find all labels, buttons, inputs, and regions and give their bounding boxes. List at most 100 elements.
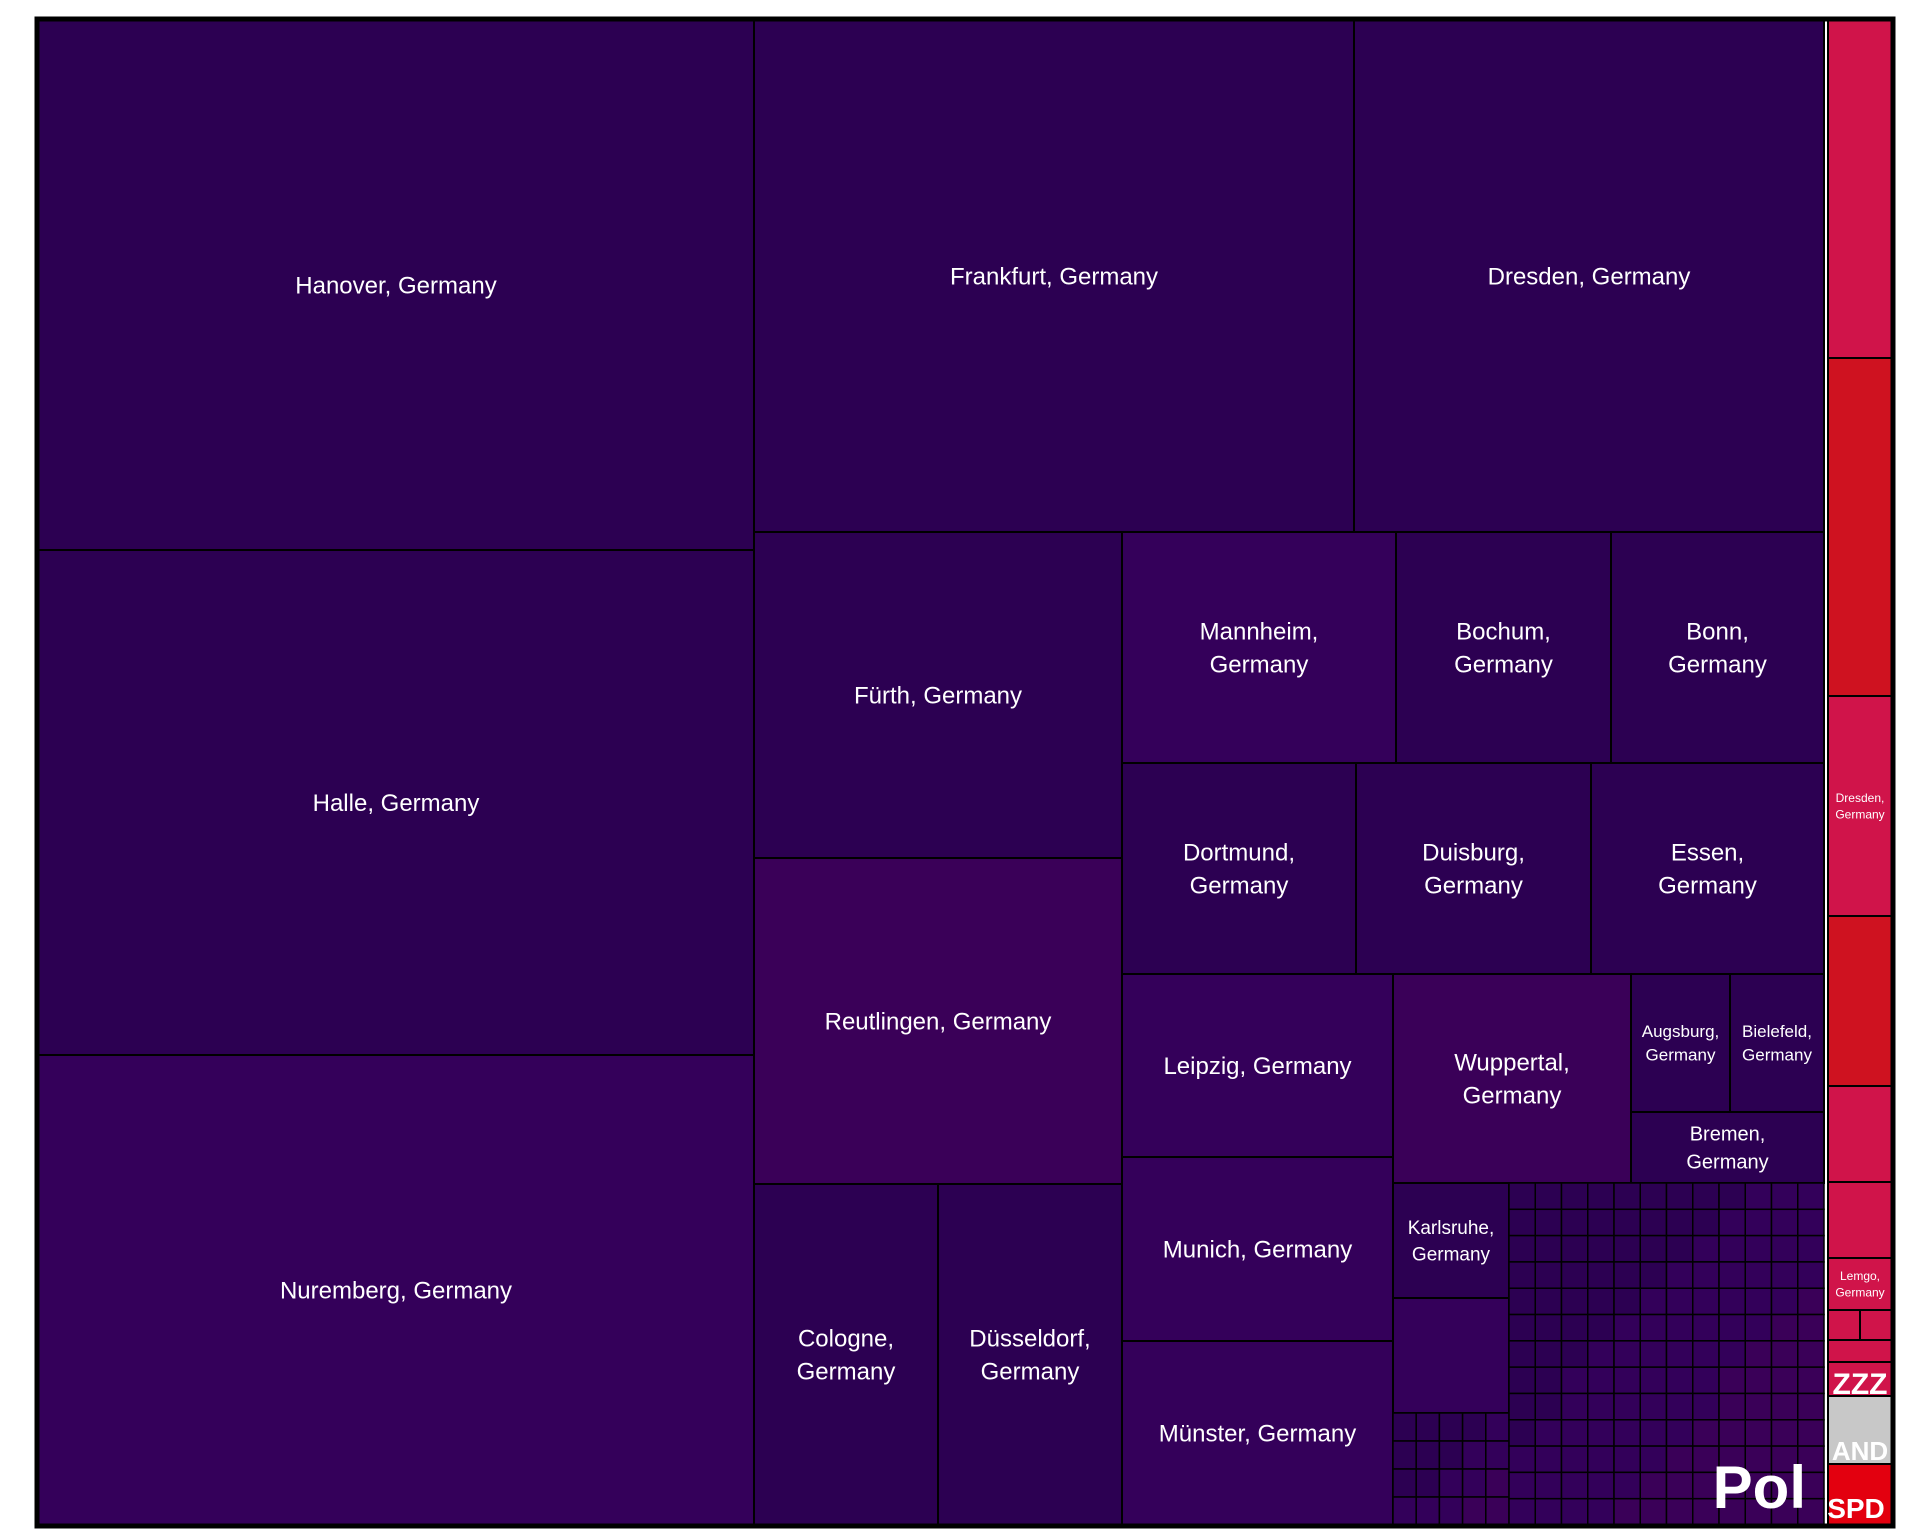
treemap-labels: Hanover, Germany Halle, Germany Nuremberg,… [280, 263, 1885, 1447]
treemap-cell-small [1718, 1287, 1746, 1316]
treemap-cell-small [1639, 1419, 1668, 1447]
treemap-cell-small [1692, 1497, 1720, 1526]
treemap-cell-zzz [1827, 1339, 1893, 1363]
treemap-label-dusseldorf-germany: Düsseldorf, Germany [969, 1325, 1090, 1385]
treemap-cell-small [1744, 1208, 1773, 1237]
party-label-pol: Pol [1713, 1454, 1806, 1521]
treemap-cell-small [1613, 1366, 1641, 1395]
treemap-cell-small [1534, 1497, 1563, 1526]
treemap-cell-small [1639, 1313, 1668, 1342]
treemap-cell-small [1508, 1313, 1536, 1342]
treemap-cell-small [1587, 1471, 1615, 1500]
treemap-cell-small [1797, 1497, 1825, 1526]
treemap-cell-small [1534, 1287, 1563, 1316]
treemap-cell-small [1665, 1366, 1694, 1395]
treemap-cell-small [1665, 1287, 1694, 1316]
treemap-cell-small [1415, 1496, 1441, 1526]
treemap-cell-small [1665, 1313, 1694, 1342]
treemap-label-nuremberg-germany: Nuremberg, Germany [280, 1277, 512, 1304]
treemap-label-dortmund-germany: Dortmund, Germany [1183, 839, 1295, 899]
treemap-cell-small [1415, 1412, 1441, 1442]
treemap-cell-small [1718, 1234, 1746, 1263]
treemap-cell-small [1508, 1445, 1536, 1474]
treemap-label-halle-germany: Halle, Germany [313, 790, 480, 817]
treemap-cell-small [1560, 1471, 1589, 1500]
treemap-cell-small [1718, 1261, 1746, 1289]
treemap-cell-small [1692, 1261, 1720, 1289]
treemap-label-zzz-dresden-germany: Dresden, Germany [1835, 791, 1884, 822]
treemap-cell-small [1692, 1208, 1720, 1237]
treemap-cell-bielefeld-germany [1729, 973, 1825, 1113]
treemap-cell-small [1692, 1340, 1720, 1368]
treemap-cell-bochum-germany [1395, 531, 1612, 764]
treemap-cell-small [1718, 1313, 1746, 1342]
treemap-cell-small [1587, 1287, 1615, 1316]
treemap-cell-small [1744, 1182, 1773, 1211]
treemap-cell-augsburg-germany [1630, 973, 1731, 1113]
treemap-cell-small [1534, 1445, 1563, 1474]
treemap-cell-small [1639, 1261, 1668, 1289]
treemap-cell-small [1560, 1419, 1589, 1447]
treemap-cell-small [1560, 1340, 1589, 1368]
treemap-cell-small [1665, 1340, 1694, 1368]
treemap-cell-small [1613, 1234, 1641, 1263]
treemap-cell-small [1744, 1392, 1773, 1421]
treemap-cell-small [1438, 1496, 1464, 1526]
treemap-cell-small [1613, 1471, 1641, 1500]
treemap-label-bonn-germany: Bonn, Germany [1668, 618, 1767, 678]
treemap-cell-karlsruhe-germany [1392, 1182, 1510, 1299]
treemap-cell-small [1508, 1234, 1536, 1263]
treemap-cell-small [1744, 1419, 1773, 1447]
treemap-cell-small [1485, 1412, 1510, 1442]
treemap-cell-small [1613, 1497, 1641, 1526]
treemap-label-wuppertal-germany: Wuppertal, Germany [1454, 1049, 1570, 1109]
treemap-cell-small [1508, 1419, 1536, 1447]
treemap-cell-small [1613, 1208, 1641, 1237]
treemap-cell-small [1639, 1392, 1668, 1421]
treemap-cell-small [1744, 1366, 1773, 1395]
treemap-cell-small [1508, 1392, 1536, 1421]
treemap-cell-small [1508, 1261, 1536, 1289]
treemap-cell-small [1692, 1419, 1720, 1447]
treemap-cell-bonn-germany [1610, 531, 1825, 764]
treemap-cell-small [1639, 1208, 1668, 1237]
treemap-label-dresden-germany: Dresden, Germany [1488, 263, 1691, 290]
treemap-cell-small [1797, 1419, 1825, 1447]
treemap-cell-small [1639, 1340, 1668, 1368]
treemap-cell-small [1508, 1287, 1536, 1316]
treemap-label-furth-germany: Fürth, Germany [854, 682, 1022, 709]
treemap-cell-small [1770, 1182, 1799, 1211]
treemap-cell-halle-germany [37, 549, 755, 1056]
treemap-cell-small [1718, 1182, 1746, 1211]
treemap-cell-small [1718, 1208, 1746, 1237]
treemap-cell-small [1718, 1340, 1746, 1368]
treemap-cell-small [1770, 1419, 1799, 1447]
treemap-label-duisburg-germany: Duisburg, Germany [1422, 839, 1525, 899]
treemap-cell-munich-germany [1121, 1156, 1394, 1342]
treemap-cell-small [1797, 1208, 1825, 1237]
treemap-cell-dusseldorf-germany [937, 1183, 1123, 1526]
treemap-cell-small [1639, 1366, 1668, 1395]
treemap-cell-small [1560, 1182, 1589, 1211]
treemap-cell-small [1438, 1468, 1464, 1498]
treemap-cell-small [1415, 1468, 1441, 1498]
treemap-cells [37, 19, 1893, 1526]
treemap-cell-small [1718, 1419, 1746, 1447]
treemap-label-munster-germany: Münster, Germany [1159, 1420, 1356, 1447]
treemap-cell-bremen-germany [1630, 1111, 1825, 1184]
treemap-cell-furth-germany [753, 531, 1123, 859]
treemap-label-bremen-germany: Bremen, Germany [1686, 1124, 1768, 1174]
treemap-cell-small [1415, 1440, 1441, 1470]
treemap-cell-small [1665, 1445, 1694, 1474]
treemap-label-frankfurt-germany: Frankfurt, Germany [950, 263, 1158, 290]
treemap-cell-small [1797, 1366, 1825, 1395]
treemap-cell-small [1534, 1392, 1563, 1421]
party-label-spd: SPD [1827, 1493, 1885, 1524]
treemap-cell-small [1692, 1182, 1720, 1211]
treemap-cell-small [1587, 1392, 1615, 1421]
treemap-cell-small [1461, 1468, 1487, 1498]
treemap-label-essen-germany: Essen, Germany [1658, 839, 1757, 899]
treemap-cell-small [1718, 1445, 1746, 1474]
treemap-cell-small [1534, 1208, 1563, 1237]
